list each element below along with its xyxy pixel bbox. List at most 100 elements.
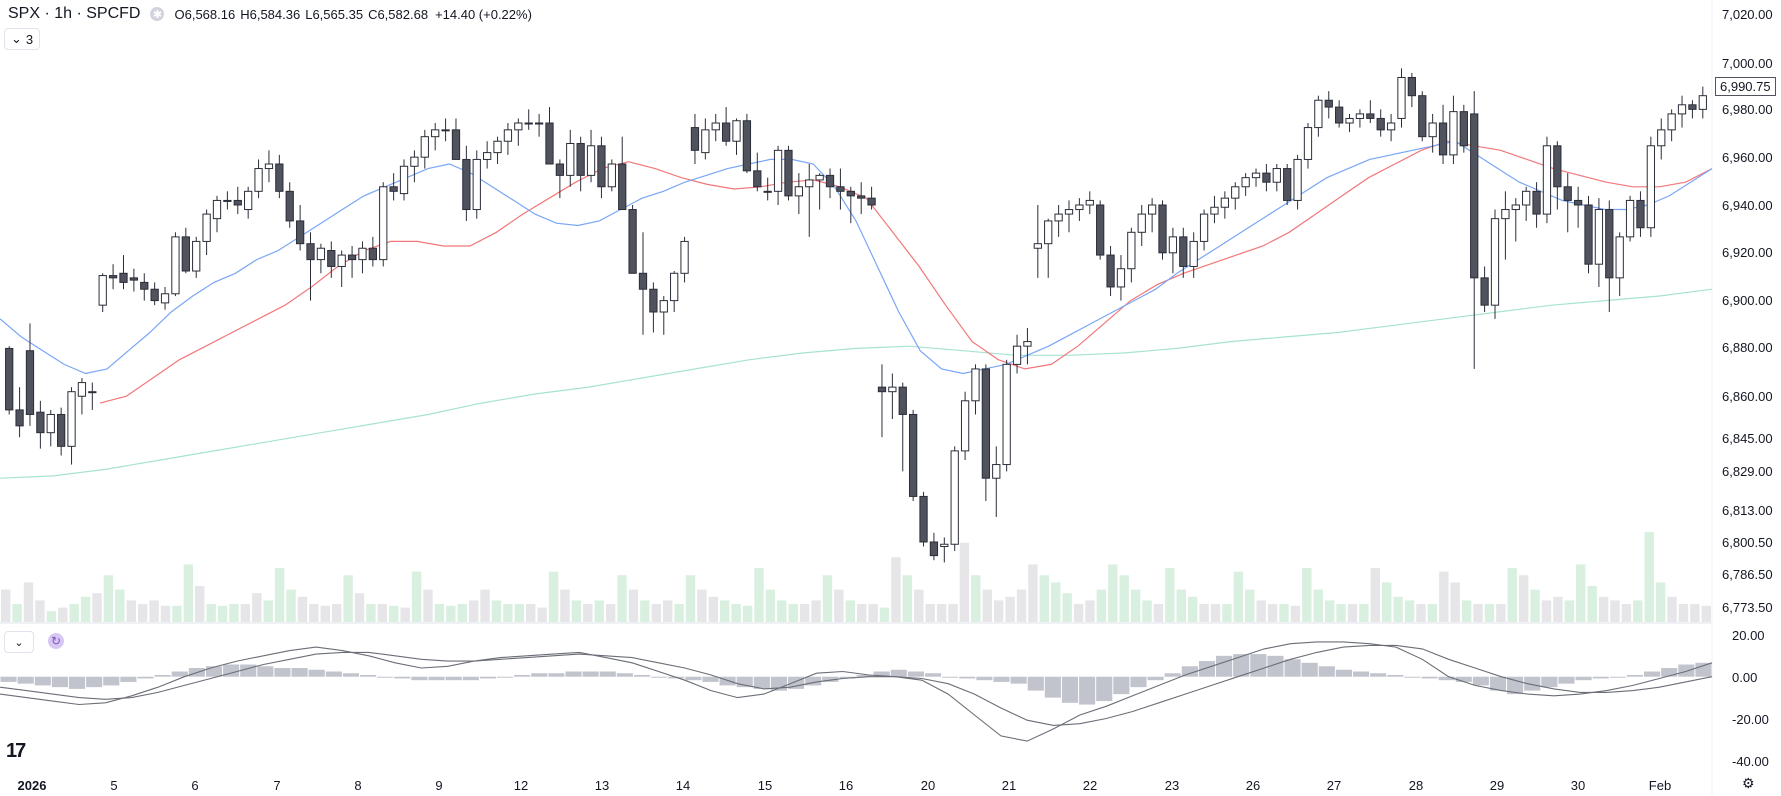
- candle-body: [140, 281, 149, 290]
- macd-pane-toggle[interactable]: ⌄: [4, 631, 34, 653]
- macd-tick-label: 20.00: [1732, 628, 1765, 643]
- macd-histogram-bar: [1661, 668, 1678, 677]
- candle-body: [150, 288, 159, 302]
- macd-histogram-bar: [959, 676, 976, 679]
- macd-histogram-bar: [1096, 676, 1113, 702]
- last-price-tag: 6,990.75: [1715, 77, 1776, 96]
- tradingview-logo-icon[interactable]: 17: [6, 740, 26, 762]
- volume-bar: [1450, 582, 1460, 622]
- candle-body: [171, 236, 180, 295]
- volume-bar: [697, 589, 707, 622]
- candle-body: [649, 288, 658, 313]
- candle-body: [1303, 127, 1313, 160]
- volume-bar: [423, 589, 433, 622]
- macd-histogram-bar: [1216, 655, 1233, 677]
- candle-body: [670, 272, 679, 302]
- indicators-toggle-button[interactable]: ⌄ 3: [4, 28, 41, 50]
- market-status-icon[interactable]: ✱: [150, 7, 165, 21]
- time-tick-label: 22: [1083, 778, 1097, 793]
- macd-histogram-bar: [651, 676, 668, 678]
- volume-bar: [1130, 589, 1141, 622]
- time-tick-label: 5: [110, 778, 117, 793]
- candle-body: [306, 243, 315, 261]
- volume-bar: [297, 596, 308, 622]
- volume-bar: [537, 607, 547, 622]
- time-tick-label: 13: [595, 778, 609, 793]
- candle-body: [1376, 117, 1385, 131]
- macd-histogram-bar: [445, 676, 462, 681]
- macd-histogram-bar: [1147, 676, 1164, 681]
- macd-histogram-bar: [1130, 676, 1147, 688]
- macd-histogram-bar: [1027, 676, 1044, 691]
- candle-body: [275, 163, 284, 192]
- candle-body: [420, 136, 429, 158]
- volume-bar: [583, 604, 593, 622]
- volume-bar: [457, 604, 467, 622]
- open-value: O6,568.16: [174, 6, 236, 22]
- candle-body: [1147, 204, 1157, 215]
- volume-bar: [80, 596, 91, 622]
- volume-bar: [1176, 589, 1186, 622]
- candle-body: [1657, 129, 1666, 147]
- candle-body: [295, 220, 305, 245]
- candle-body: [773, 149, 783, 192]
- candle-body: [1366, 113, 1375, 119]
- candle-body: [690, 127, 700, 151]
- price-tick-label: 6,940.00: [1722, 198, 1773, 213]
- volume-bar: [69, 604, 79, 622]
- volume-bar: [411, 571, 422, 622]
- volume-bar: [1473, 604, 1483, 622]
- volume-bar: [377, 604, 388, 622]
- macd-histogram-bar: [1301, 662, 1318, 677]
- macd-histogram-bar: [462, 676, 479, 681]
- candle-body: [1210, 206, 1219, 215]
- macd-histogram-bar: [103, 676, 120, 686]
- candle-body: [472, 158, 481, 211]
- candle-body: [680, 240, 689, 274]
- chevron-down-icon: ⌄: [11, 31, 22, 46]
- high-value: H6,584.36: [240, 6, 301, 22]
- symbol-title[interactable]: SPX · 1h · SPCFD: [8, 5, 141, 22]
- volume-bar: [252, 593, 262, 622]
- candle-body: [1594, 209, 1604, 265]
- candle-body: [1532, 190, 1541, 215]
- candle-body: [534, 122, 544, 125]
- volume-bar: [1062, 593, 1072, 622]
- volume-bar: [914, 589, 924, 622]
- macd-histogram-bar: [1472, 676, 1489, 686]
- volume-bar: [1359, 604, 1369, 622]
- macd-histogram-bar: [1438, 676, 1455, 681]
- volume-bar: [1633, 600, 1643, 622]
- price-tick-label: 6,813.00: [1722, 503, 1773, 518]
- volume-bar: [1564, 600, 1575, 622]
- candle-body: [1480, 277, 1489, 306]
- volume-bar: [560, 589, 570, 622]
- macd-tick-label: -40.00: [1732, 754, 1769, 769]
- candle-body: [971, 368, 980, 402]
- macd-histogram-bar: [1352, 671, 1370, 677]
- candle-body: [898, 386, 907, 415]
- gear-icon[interactable]: ⚙: [1742, 775, 1755, 791]
- candle-body: [1283, 168, 1292, 201]
- volume-bar: [217, 605, 228, 622]
- macd-histogram-bar: [360, 674, 377, 677]
- chart-legend: SPX · 1h · SPCFD ✱ O6,568.16 H6,584.36 L…: [8, 3, 532, 25]
- candle-body: [1335, 106, 1344, 124]
- volume-bar: [160, 605, 171, 622]
- macd-histogram-bar: [1198, 661, 1216, 677]
- price-tick-label: 6,800.50: [1722, 535, 1773, 550]
- volume-bar: [594, 600, 604, 622]
- volume-bar: [971, 575, 981, 622]
- macd-histogram-bar: [1233, 654, 1250, 677]
- candle-body: [1470, 113, 1479, 279]
- candle-body: [597, 145, 606, 188]
- volume-bar: [1393, 596, 1403, 622]
- volume-bar: [1165, 568, 1175, 622]
- candle-body: [794, 186, 803, 197]
- volume-bar: [765, 589, 776, 622]
- volume-bar: [389, 605, 399, 622]
- macd-histogram-bar: [1284, 659, 1301, 677]
- candle-body: [88, 391, 97, 394]
- refresh-icon[interactable]: ↻: [48, 633, 64, 649]
